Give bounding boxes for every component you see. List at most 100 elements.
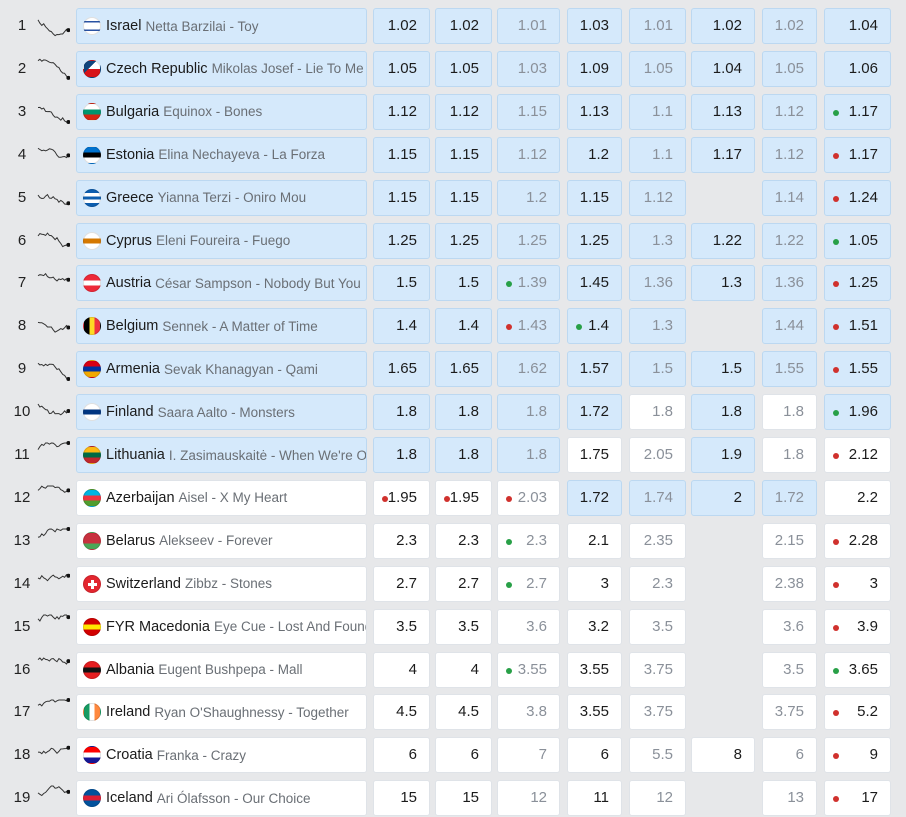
odds-cell[interactable]: 1.96 <box>824 394 891 431</box>
odds-cell[interactable]: 1.8 <box>497 394 560 431</box>
country-entry-cell[interactable]: Iceland Ari Ólafsson - Our Choice <box>76 780 367 817</box>
country-entry-cell[interactable]: Ireland Ryan O'Shaughnessy - Together <box>76 694 367 731</box>
country-entry-cell[interactable]: Estonia Elina Nechayeva - La Forza <box>76 136 367 173</box>
odds-cell[interactable]: 1.55 <box>762 351 817 388</box>
odds-cell[interactable]: 15 <box>435 780 492 817</box>
country-entry-cell[interactable]: Azerbaijan Aisel - X My Heart <box>76 479 367 516</box>
odds-cell[interactable]: 11 <box>567 780 622 817</box>
odds-cell[interactable]: 1.25 <box>567 222 622 259</box>
odds-cell[interactable]: 12 <box>497 780 560 817</box>
table-row[interactable]: 5 Greece Yianna Terzi - Oniro Mou 1.15 1.15 1… <box>0 179 906 218</box>
odds-cell[interactable]: 5.2 <box>824 694 891 731</box>
country-entry-cell[interactable]: Czech Republic Mikolas Josef - Lie To Me <box>76 50 367 87</box>
odds-cell[interactable]: 1.06 <box>824 50 891 87</box>
odds-cell[interactable]: 1.3 <box>629 222 686 259</box>
odds-cell[interactable]: 1.1 <box>629 93 686 130</box>
table-row[interactable]: 2 Czech Republic Mikolas Josef - Lie To Me… <box>0 50 906 89</box>
country-entry-cell[interactable]: Switzerland Zibbz - Stones <box>76 565 367 602</box>
odds-cell[interactable]: 2.12 <box>824 437 891 473</box>
odds-cell[interactable]: 1.55 <box>824 351 891 388</box>
odds-cell[interactable]: 1.01 <box>629 8 686 44</box>
odds-cell[interactable]: 3.2 <box>567 608 622 645</box>
table-row[interactable]: 1 Israel Netta Barzilai - Toy 1.02 1.02 1.01 1… <box>0 8 906 46</box>
table-row[interactable]: 15 FYR Macedonia Eye Cue - Lost And Found 3… <box>0 608 906 647</box>
odds-cell[interactable]: 1.12 <box>762 136 817 173</box>
odds-cell[interactable]: 1.36 <box>762 265 817 302</box>
odds-trend-sparkline[interactable] <box>36 783 71 811</box>
odds-cell[interactable]: 9 <box>824 737 891 774</box>
table-row[interactable]: 4 Estonia Elina Nechayeva - La Forza 1.15 1.… <box>0 136 906 175</box>
odds-cell[interactable]: 3.5 <box>435 608 492 645</box>
odds-cell[interactable]: 2.1 <box>567 522 622 559</box>
odds-cell[interactable]: 3.5 <box>762 651 817 688</box>
odds-cell[interactable]: 4 <box>435 651 492 688</box>
odds-cell[interactable]: 1.02 <box>762 8 817 44</box>
odds-cell[interactable]: 17 <box>824 780 891 817</box>
odds-cell[interactable]: 1.5 <box>435 265 492 302</box>
odds-cell[interactable]: 1.14 <box>762 179 817 216</box>
odds-cell[interactable]: 1.8 <box>762 437 817 473</box>
table-row[interactable]: 12 Azerbaijan Aisel - X My Heart 1.95 1.95 2.… <box>0 479 906 518</box>
odds-cell[interactable]: 1.13 <box>691 93 755 130</box>
odds-cell[interactable]: 3.5 <box>629 608 686 645</box>
odds-cell[interactable]: 1.2 <box>497 179 560 216</box>
odds-cell[interactable]: 8 <box>691 737 755 774</box>
odds-cell[interactable]: 1.05 <box>373 50 430 87</box>
odds-cell[interactable]: 3.75 <box>629 651 686 688</box>
odds-cell[interactable]: 3.5 <box>373 608 430 645</box>
odds-cell[interactable]: 1.8 <box>497 437 560 473</box>
odds-cell[interactable]: 1.74 <box>629 479 686 516</box>
odds-cell[interactable]: 1.15 <box>373 179 430 216</box>
odds-trend-sparkline[interactable] <box>36 526 71 554</box>
odds-cell[interactable]: 1.8 <box>762 394 817 431</box>
odds-cell[interactable]: 3.8 <box>497 694 560 731</box>
odds-trend-sparkline[interactable] <box>36 697 71 725</box>
odds-cell[interactable]: 2.05 <box>629 437 686 473</box>
odds-trend-sparkline[interactable] <box>36 54 71 82</box>
odds-cell[interactable]: 2.15 <box>762 522 817 559</box>
table-row[interactable]: 19 Iceland Ari Ólafsson - Our Choice 15 15 12… <box>0 780 906 817</box>
odds-cell[interactable]: 1.75 <box>567 437 622 473</box>
odds-cell[interactable]: 1.9 <box>691 437 755 473</box>
odds-cell[interactable]: 13 <box>762 780 817 817</box>
odds-cell[interactable]: 2.03 <box>497 479 560 516</box>
odds-cell[interactable]: 1.25 <box>497 222 560 259</box>
country-entry-cell[interactable]: Lithuania I. Zasimauskaitė - When We're O… <box>76 437 367 473</box>
country-entry-cell[interactable]: Belgium Sennek - A Matter of Time <box>76 308 367 345</box>
odds-cell[interactable]: 1.8 <box>691 394 755 431</box>
odds-cell[interactable]: 1.03 <box>567 8 622 44</box>
odds-cell[interactable]: 3.55 <box>497 651 560 688</box>
odds-cell[interactable]: 1.22 <box>691 222 755 259</box>
country-entry-cell[interactable]: Albania Eugent Bushpepa - Mall <box>76 651 367 688</box>
odds-cell[interactable]: 1.15 <box>497 93 560 130</box>
odds-trend-sparkline[interactable] <box>36 311 71 339</box>
odds-cell[interactable]: 1.44 <box>762 308 817 345</box>
odds-cell[interactable]: 1.15 <box>567 179 622 216</box>
odds-cell[interactable]: 1.65 <box>435 351 492 388</box>
country-entry-cell[interactable]: Israel Netta Barzilai - Toy <box>76 8 367 44</box>
odds-cell[interactable]: 2.7 <box>373 565 430 602</box>
odds-trend-sparkline[interactable] <box>36 397 71 425</box>
odds-cell[interactable]: 2.3 <box>629 565 686 602</box>
odds-cell[interactable]: 1.05 <box>629 50 686 87</box>
odds-cell[interactable]: 2.35 <box>629 522 686 559</box>
odds-cell[interactable]: 3.6 <box>762 608 817 645</box>
country-entry-cell[interactable]: Finland Saara Aalto - Monsters <box>76 394 367 431</box>
odds-cell[interactable]: 1.02 <box>691 8 755 44</box>
odds-cell[interactable]: 1.12 <box>497 136 560 173</box>
odds-cell[interactable]: 1.72 <box>567 479 622 516</box>
odds-trend-sparkline[interactable] <box>36 354 71 382</box>
odds-cell[interactable]: 1.17 <box>824 93 891 130</box>
country-entry-cell[interactable]: FYR Macedonia Eye Cue - Lost And Found <box>76 608 367 645</box>
table-row[interactable]: 8 Belgium Sennek - A Matter of Time 1.4 1.4 1… <box>0 308 906 346</box>
odds-cell[interactable]: 1.57 <box>567 351 622 388</box>
odds-cell[interactable]: 1.12 <box>435 93 492 130</box>
odds-cell[interactable]: 2.3 <box>373 522 430 559</box>
odds-cell[interactable]: 3 <box>824 565 891 602</box>
odds-cell[interactable]: 1.13 <box>567 93 622 130</box>
odds-cell[interactable]: 1.03 <box>497 50 560 87</box>
odds-cell[interactable]: 1.15 <box>373 136 430 173</box>
odds-cell[interactable]: 1.51 <box>824 308 891 345</box>
odds-cell[interactable]: 5.5 <box>629 737 686 774</box>
odds-cell[interactable]: 3.55 <box>567 651 622 688</box>
